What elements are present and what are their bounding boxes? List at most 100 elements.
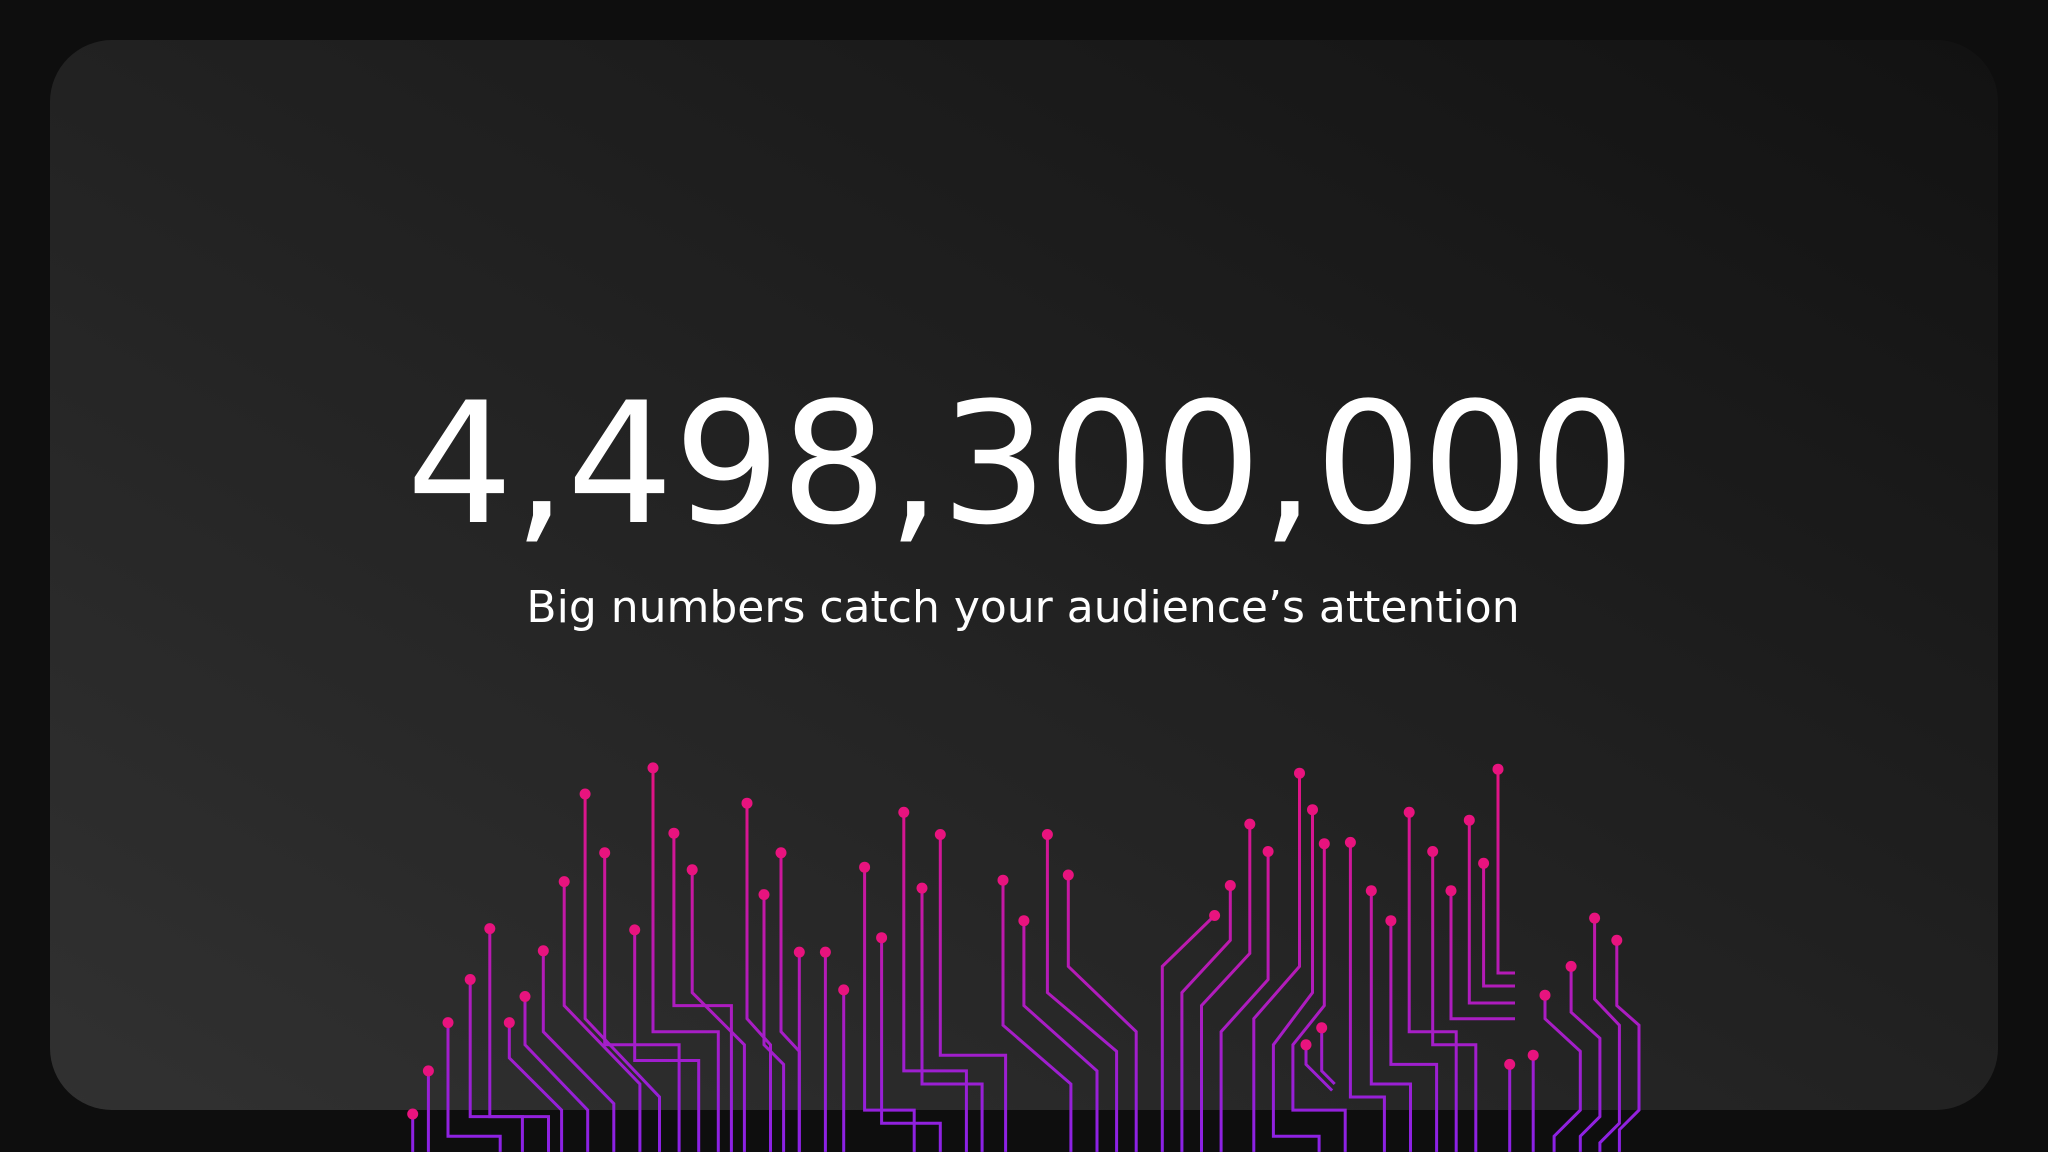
circuit-wire xyxy=(1045,834,1119,1152)
circuit-node xyxy=(519,991,531,1002)
circuit-wire xyxy=(920,888,984,1152)
circuit-node xyxy=(422,1065,434,1077)
circuit-node xyxy=(1565,960,1577,972)
circuit-node xyxy=(934,829,946,840)
circuit-node xyxy=(686,864,698,876)
circuit-node xyxy=(1300,1039,1312,1051)
circuit-node xyxy=(1539,989,1551,1001)
circuit-node xyxy=(442,1017,454,1029)
circuit-wire xyxy=(1022,920,1099,1152)
circuit-wire xyxy=(1271,809,1321,1152)
headline: 4,498,300,000 xyxy=(406,366,1635,562)
circuit-wire xyxy=(1180,885,1232,1152)
circuit-wire xyxy=(541,950,616,1152)
circuit-node xyxy=(1062,869,1074,881)
circuit-wire xyxy=(1482,863,1515,988)
circuit-wire xyxy=(1252,773,1301,1152)
circuit-node xyxy=(916,882,928,894)
circuit-wire xyxy=(507,1022,564,1152)
circuit-wire xyxy=(583,794,661,1152)
circuit-wire xyxy=(1066,875,1138,1152)
circuit-node xyxy=(1403,806,1415,818)
circuit-node xyxy=(1344,836,1356,848)
circuit-wire xyxy=(1348,842,1386,1152)
circuit-wire xyxy=(745,803,772,1152)
circuit-node xyxy=(1385,915,1397,927)
circuit-node xyxy=(558,876,570,888)
circuit-wire xyxy=(633,929,701,1152)
circuit-wire xyxy=(603,852,681,1152)
circuit-node xyxy=(838,984,850,996)
circuit-node xyxy=(537,945,549,957)
circuit-node xyxy=(1318,838,1330,850)
circuit-wire xyxy=(1449,890,1515,1021)
circuit-wire xyxy=(690,869,746,1152)
circuit-node xyxy=(1445,885,1457,897)
circuit-wire xyxy=(1593,918,1621,1152)
subtitle: Big numbers catch your audience’s attent… xyxy=(526,582,1519,633)
circuit-wire xyxy=(1389,920,1439,1152)
circuit-node xyxy=(1478,857,1490,869)
circuit-node xyxy=(741,797,753,809)
circuit-node xyxy=(775,847,787,859)
circuit-wire xyxy=(488,928,550,1152)
circuit-node xyxy=(647,762,659,774)
circuit-node xyxy=(1365,885,1377,897)
circuit-node xyxy=(503,1017,515,1029)
circuit-node xyxy=(1316,1022,1328,1034)
circuit-node xyxy=(1262,846,1274,857)
circuit-wire xyxy=(1160,914,1216,1152)
circuit-node xyxy=(1209,910,1221,921)
circuit-node xyxy=(579,788,591,800)
circuit-node xyxy=(629,924,641,936)
circuit-wire xyxy=(1369,890,1412,1152)
circuit-node xyxy=(859,861,871,873)
circuit-wire xyxy=(1200,824,1252,1152)
circuit-wire xyxy=(902,812,968,1152)
circuit-node xyxy=(997,874,1009,886)
circuit-node xyxy=(1041,829,1053,840)
circuit-wire xyxy=(523,996,590,1152)
circuit-wire xyxy=(1320,1027,1336,1086)
circuit-wire xyxy=(938,834,1008,1152)
circuit-wire xyxy=(1496,769,1515,975)
circuit-node xyxy=(668,827,680,839)
circuit-node xyxy=(819,946,831,958)
circuit-node xyxy=(1492,763,1504,775)
panel xyxy=(50,40,1998,1110)
circuit-wire xyxy=(880,937,942,1152)
circuit-node xyxy=(1504,1058,1516,1070)
circuit-node xyxy=(876,932,888,944)
circuit-wire xyxy=(1569,966,1602,1152)
circuit-wire xyxy=(651,767,720,1152)
circuit-wire xyxy=(562,881,642,1152)
circuit-wire xyxy=(762,894,786,1152)
circuit-node xyxy=(1427,846,1439,857)
circuit-node xyxy=(1018,915,1030,927)
circuit-node xyxy=(758,889,770,901)
circuit-node xyxy=(464,974,476,985)
circuit-wire xyxy=(1001,880,1073,1152)
circuit-wire xyxy=(672,833,733,1152)
circuit-wire xyxy=(863,867,916,1152)
circuit-decoration xyxy=(407,762,1641,1152)
circuit-node xyxy=(1589,912,1601,924)
circuit-node xyxy=(1463,814,1475,826)
circuit-wire xyxy=(1219,851,1270,1152)
circuit-node xyxy=(793,946,805,958)
circuit-node xyxy=(407,1108,419,1120)
circuit-node xyxy=(1224,880,1236,891)
circuit-wire xyxy=(1615,940,1641,1152)
circuit-node xyxy=(1527,1049,1539,1061)
circuit-node xyxy=(484,923,496,935)
circuit-node xyxy=(599,847,611,859)
circuit-node xyxy=(1244,818,1256,830)
circuit-wire xyxy=(1431,851,1478,1152)
circuit-node xyxy=(1294,767,1305,779)
circuit-node xyxy=(1611,934,1623,946)
circuit-node xyxy=(898,806,910,818)
circuit-wire xyxy=(1291,843,1347,1152)
